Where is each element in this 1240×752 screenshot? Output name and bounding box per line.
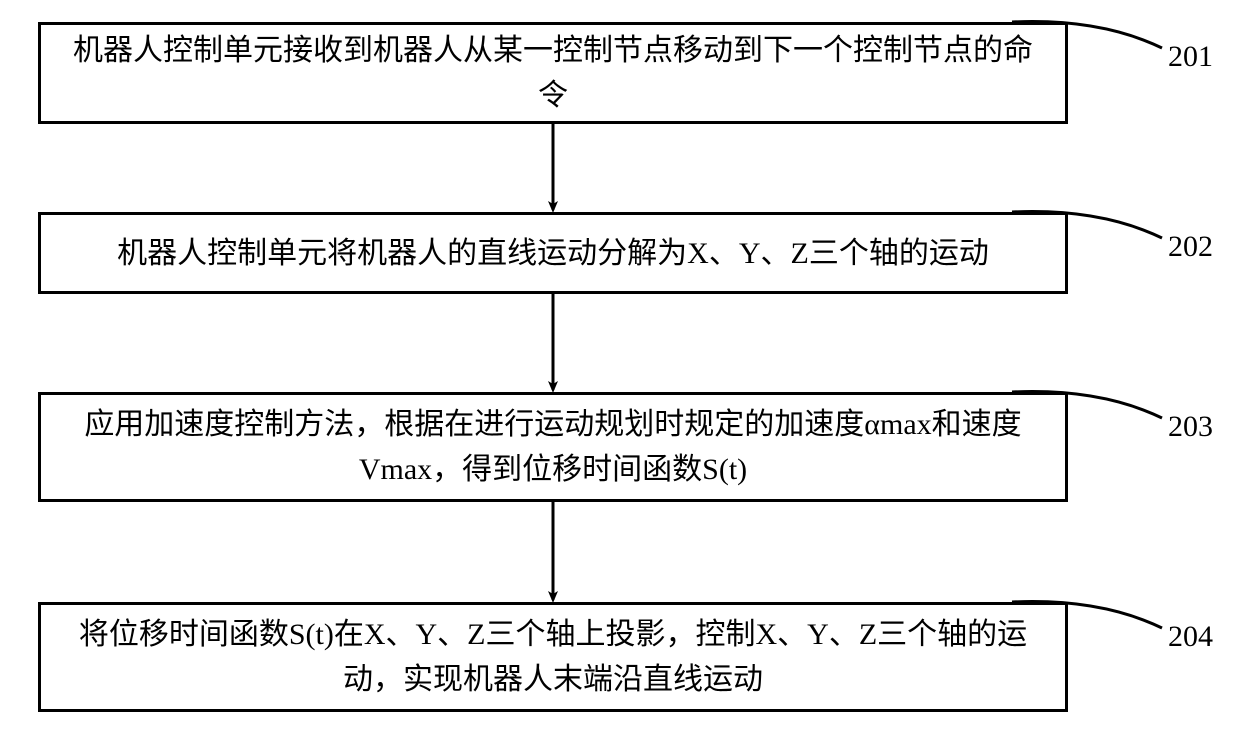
flow-node-text: 应用加速度控制方法，根据在进行运动规划时规定的加速度αmax和速度Vmax，得到… <box>61 402 1045 492</box>
flow-node-2: 机器人控制单元将机器人的直线运动分解为X、Y、Z三个轴的运动 <box>38 212 1068 294</box>
callout-202: 202 <box>1168 230 1213 264</box>
flow-node-3: 应用加速度控制方法，根据在进行运动规划时规定的加速度αmax和速度Vmax，得到… <box>38 392 1068 502</box>
flow-node-4: 将位移时间函数S(t)在X、Y、Z三个轴上投影，控制X、Y、Z三个轴的运动，实现… <box>38 602 1068 712</box>
flow-node-1: 机器人控制单元接收到机器人从某一控制节点移动到下一个控制节点的命令 <box>38 22 1068 124</box>
flow-node-text: 将位移时间函数S(t)在X、Y、Z三个轴上投影，控制X、Y、Z三个轴的运动，实现… <box>61 612 1045 702</box>
flow-node-text: 机器人控制单元将机器人的直线运动分解为X、Y、Z三个轴的运动 <box>117 231 989 276</box>
callout-201: 201 <box>1168 40 1213 74</box>
flowchart-canvas: 机器人控制单元接收到机器人从某一控制节点移动到下一个控制节点的命令 201 机器人控… <box>0 0 1240 752</box>
callout-204: 204 <box>1168 620 1213 654</box>
flow-node-text: 机器人控制单元接收到机器人从某一控制节点移动到下一个控制节点的命令 <box>61 28 1045 118</box>
callout-203: 203 <box>1168 410 1213 444</box>
